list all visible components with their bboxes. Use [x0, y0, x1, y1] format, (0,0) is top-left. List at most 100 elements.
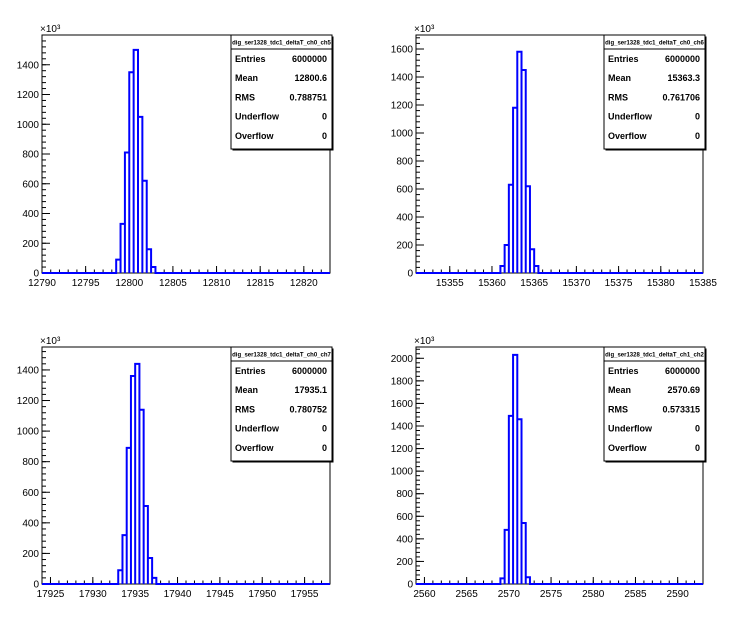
stat-label-rms: RMS — [235, 404, 255, 414]
x-tick-label: 2565 — [456, 589, 479, 600]
stat-value-entries: 6000000 — [665, 54, 700, 64]
stat-label-underflow: Underflow — [235, 112, 280, 122]
histogram-bin — [505, 530, 509, 584]
y-tick-label: 1400 — [17, 365, 40, 376]
stat-label-underflow: Underflow — [235, 424, 280, 434]
y-tick-label: 0 — [33, 580, 39, 591]
histogram-bin — [151, 267, 155, 273]
histogram-bin — [118, 570, 122, 584]
stat-label-overflow: Overflow — [608, 443, 648, 453]
histogram-bin — [513, 355, 517, 584]
stat-value-underflow: 0 — [695, 112, 700, 122]
stat-label-entries: Entries — [235, 54, 266, 64]
histogram-series — [42, 362, 330, 585]
y-tick-label: 2000 — [391, 354, 414, 365]
stats-box-frame — [603, 346, 706, 462]
histogram-bin — [505, 245, 509, 273]
y-multiplier-label: ×10³ — [40, 336, 61, 347]
y-tick-label: 0 — [33, 269, 39, 280]
histogram-panel-4: 0 200 400 600 800 1000 1200 1400 1600 1800 2000 256… — [391, 336, 707, 600]
y-tick-label: 1200 — [391, 444, 414, 455]
stat-label-underflow: Underflow — [608, 112, 653, 122]
x-tick-label: 15375 — [605, 278, 633, 289]
stats-box-frame — [603, 34, 706, 150]
y-tick-label: 800 — [396, 157, 413, 168]
histogram-bin — [138, 117, 142, 273]
y-tick-label: 600 — [396, 512, 413, 523]
stats-box: dig_ser1328_tdc1_deltaT_ch0_ch5 Entries 60… — [230, 34, 334, 151]
x-tick-label: 17925 — [37, 589, 65, 600]
y-tick-label: 200 — [396, 241, 413, 252]
histogram-bin — [530, 249, 534, 273]
y-tick-label: 0 — [407, 580, 413, 591]
x-tick-label: 2590 — [667, 589, 690, 600]
stat-label-mean: Mean — [608, 385, 631, 395]
x-tick-label: 17945 — [206, 589, 234, 600]
histogram-title: dig_ser1328_tdc1_deltaT_ch0_ch6 — [605, 41, 704, 47]
x-tick-label: 12805 — [159, 278, 187, 289]
histogram-bin — [522, 523, 526, 584]
y-tick-label: 400 — [396, 534, 413, 545]
y-tick-label: 1000 — [391, 129, 414, 140]
y-multiplier-label: ×10³ — [40, 24, 61, 35]
y-tick-label: 1400 — [391, 73, 414, 84]
x-tick-label: 15370 — [562, 278, 590, 289]
y-tick-label: 1600 — [391, 399, 414, 410]
histogram-bin — [122, 535, 126, 584]
histogram-bin — [129, 72, 133, 273]
stat-value-mean: 2570.69 — [667, 385, 700, 395]
stat-label-entries: Entries — [608, 366, 639, 376]
stat-value-underflow: 0 — [322, 424, 327, 434]
y-tick-label: 1000 — [17, 120, 40, 131]
histogram-title: dig_ser1328_tdc1_deltaT_ch0_ch5 — [232, 41, 331, 47]
histogram-bin — [526, 577, 530, 584]
histogram-series — [416, 353, 703, 585]
stat-label-mean: Mean — [608, 73, 631, 83]
histogram-bin — [147, 249, 151, 273]
y-tick-label: 1200 — [391, 101, 414, 112]
stat-value-mean: 12800.6 — [294, 73, 327, 83]
x-tick-label: 2570 — [498, 589, 521, 600]
y-tick-label: 600 — [22, 179, 39, 190]
x-tick-label: 12800 — [115, 278, 143, 289]
stat-label-rms: RMS — [608, 404, 628, 414]
y-tick-label: 1200 — [17, 396, 40, 407]
stats-box: dig_ser1328_tdc1_deltaT_ch0_ch7 Entries 60… — [230, 346, 334, 463]
x-tick-label: 17940 — [164, 589, 192, 600]
y-tick-label: 1600 — [391, 45, 414, 56]
histogram-series — [42, 48, 330, 274]
histogram-bin — [148, 558, 152, 584]
stats-box-frame — [230, 34, 333, 150]
histogram-bin — [125, 153, 129, 273]
y-tick-label: 600 — [396, 185, 413, 196]
histogram-panel-1: 0 200 400 600 800 1000 1200 1400 12790 12795 12800… — [17, 24, 334, 289]
stat-label-overflow: Overflow — [235, 443, 275, 453]
x-tick-label: 12815 — [246, 278, 274, 289]
y-tick-label: 1000 — [17, 427, 40, 438]
y-tick-label: 200 — [22, 239, 39, 250]
x-tick-label: 17930 — [79, 589, 107, 600]
histogram-title: dig_ser1328_tdc1_deltaT_ch1_ch2 — [605, 353, 704, 359]
stat-label-rms: RMS — [608, 92, 628, 102]
x-tick-label: 12820 — [290, 278, 318, 289]
stat-value-mean: 15363.3 — [667, 73, 700, 83]
y-tick-label: 400 — [396, 213, 413, 224]
x-tick-label: 12795 — [72, 278, 100, 289]
stat-value-rms: 0.761706 — [662, 92, 700, 102]
histogram-bin — [509, 185, 513, 273]
y-multiplier-label: ×10³ — [414, 336, 435, 347]
y-tick-label: 400 — [22, 518, 39, 529]
histogram-bin — [517, 419, 521, 584]
x-tick-label: 17950 — [248, 589, 276, 600]
histogram-bin — [509, 416, 513, 584]
x-tick-label: 12790 — [28, 278, 56, 289]
x-tick-label: 15380 — [647, 278, 675, 289]
y-multiplier-label: ×10³ — [414, 24, 435, 35]
histogram-panel-2: 0 200 400 600 800 1000 1200 1400 1600 15355 15360 1… — [391, 24, 718, 289]
x-tick-label: 17955 — [291, 589, 319, 600]
stat-value-entries: 6000000 — [292, 366, 327, 376]
histogram-bin — [135, 364, 139, 584]
stat-value-underflow: 0 — [695, 424, 700, 434]
histogram-series — [416, 50, 703, 274]
x-tick-label: 17935 — [121, 589, 149, 600]
